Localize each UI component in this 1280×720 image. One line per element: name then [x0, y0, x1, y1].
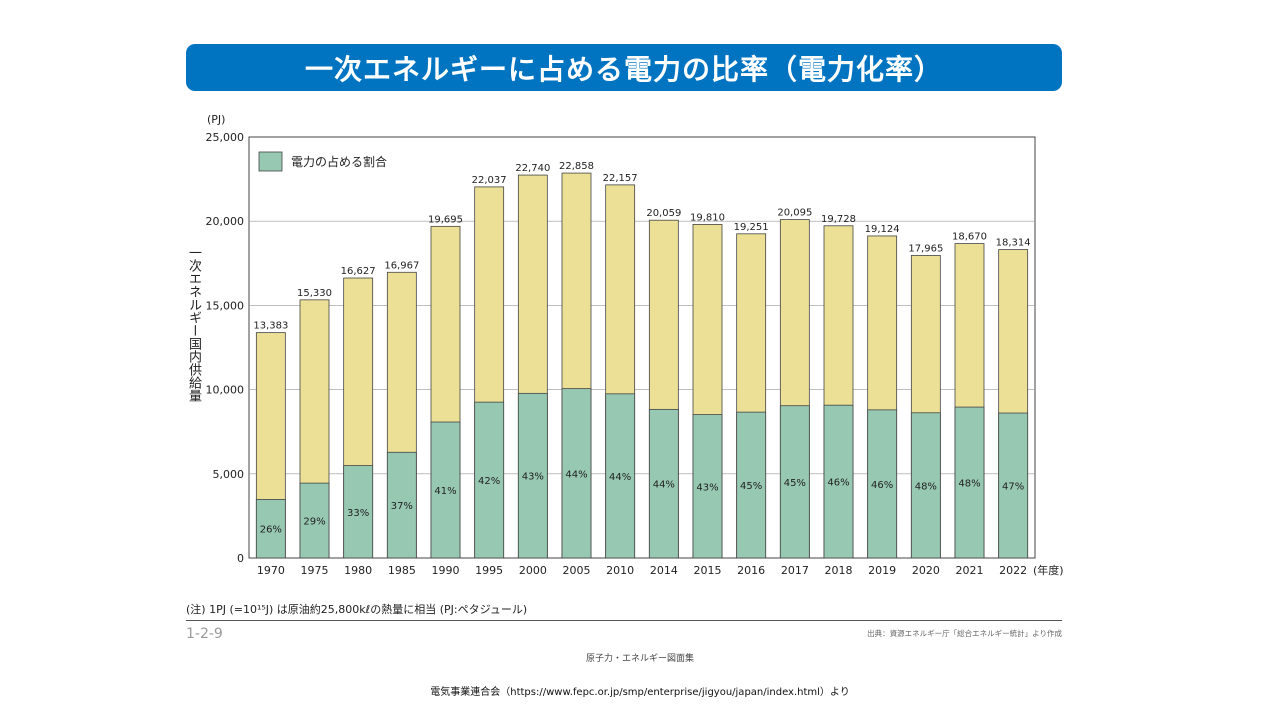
y-tick-label: 5,000: [213, 468, 245, 481]
share-percent-label: 44%: [565, 469, 587, 480]
y-tick-labels: 0 5,000 10,000 15,000 20,000 25,000: [206, 131, 245, 565]
total-value-label: 20,095: [777, 208, 812, 219]
share-percent-label: 43%: [696, 482, 718, 493]
total-value-label: 19,695: [428, 214, 463, 225]
x-tick-label: 1970: [257, 564, 285, 577]
y-tick-label: 25,000: [206, 131, 245, 144]
bar-electricity: [255, 498, 286, 559]
footnote: (注) 1PJ (=10¹⁵J) は原油約25,800kℓの熱量に相当 (PJ:…: [186, 603, 528, 616]
bar-electricity: [954, 406, 985, 559]
bar-electricity: [474, 401, 505, 559]
bar-electricity: [823, 404, 854, 559]
share-percent-label: 47%: [1002, 482, 1024, 493]
bar-electricity: [343, 465, 374, 559]
share-percent-label: 33%: [347, 508, 369, 519]
total-value-label: 17,965: [908, 243, 943, 254]
bar-electricity: [867, 409, 898, 559]
legend: 電力の占める割合: [251, 139, 421, 182]
share-percent-label: 44%: [609, 472, 631, 483]
y-axis-title: 一次エネルギー国内供給量: [186, 246, 201, 402]
x-tick-label: 2015: [694, 564, 722, 577]
share-percent-label: 43%: [522, 472, 544, 483]
share-percent-label: 42%: [478, 476, 500, 487]
divider: [186, 620, 1062, 621]
y-unit-label: (PJ): [207, 113, 226, 126]
share-percent-label: 46%: [871, 480, 893, 491]
footer-credit: 電気事業連合会（https://www.fepc.or.jp/smp/enter…: [430, 687, 850, 698]
share-percent-label: 26%: [260, 525, 282, 536]
y-tick-label: 20,000: [206, 215, 245, 228]
figure-number: 1-2-9: [186, 626, 223, 642]
x-tick-label: 2020: [912, 564, 940, 577]
x-tick-label: 2000: [519, 564, 547, 577]
plot-area: [248, 136, 1036, 559]
share-percent-label: 45%: [784, 478, 806, 489]
x-tick-label: 1990: [432, 564, 460, 577]
x-tick-label: 1975: [301, 564, 329, 577]
x-tick-label: 2010: [606, 564, 634, 577]
share-percent-label: 48%: [958, 479, 980, 490]
x-tick-label: 2014: [650, 564, 678, 577]
chart-title: 一次エネルギーに占める電力の比率（電力化率）: [304, 52, 943, 86]
total-value-label: 13,383: [253, 321, 288, 332]
total-value-label: 22,858: [559, 161, 594, 172]
total-value-label: 15,330: [297, 288, 332, 299]
share-percent-label: 46%: [827, 478, 849, 489]
x-tick-label: 1985: [388, 564, 416, 577]
share-percent-label: 44%: [653, 480, 675, 491]
total-value-label: 20,059: [646, 208, 681, 219]
x-tick-label: 1995: [475, 564, 503, 577]
y-tick-label: 15,000: [206, 299, 245, 312]
total-value-label: 19,810: [690, 212, 725, 223]
bar-electricity: [648, 408, 679, 559]
bar-electricity: [998, 412, 1029, 559]
x-tick-label: 2005: [563, 564, 591, 577]
data-labels: 13,383 26% 15,330 29% 16,627 33% 16,967 37% 19,6…: [253, 161, 1030, 536]
total-value-label: 18,670: [952, 232, 987, 243]
share-percent-label: 37%: [391, 501, 413, 512]
bar-electricity: [779, 405, 810, 559]
share-percent-label: 29%: [303, 517, 325, 528]
source-citation: 出典：資源エネルギー庁「総合エネルギー統計」より作成: [867, 629, 1062, 638]
bar-electricity: [605, 393, 636, 559]
grid-lines: [249, 220, 1035, 475]
share-percent-label: 45%: [740, 481, 762, 492]
total-value-label: 16,967: [384, 260, 419, 271]
y-tick-label: 10,000: [206, 384, 245, 397]
share-percent-label: 41%: [434, 486, 456, 497]
x-unit-label: (年度): [1033, 563, 1064, 577]
x-tick-labels: 1970 1975 1980 1985 1990 1995 2000 2005 2010 2014…: [257, 564, 1027, 577]
x-tick-label: 2017: [781, 564, 809, 577]
bar-electricity: [910, 412, 941, 559]
legend-label: 電力の占める割合: [291, 154, 387, 169]
total-value-label: 22,157: [603, 173, 638, 184]
bars: [255, 172, 1029, 559]
total-value-label: 16,627: [341, 266, 376, 277]
bar-electricity: [736, 411, 767, 559]
total-value-label: 22,740: [515, 163, 550, 174]
share-percent-label: 48%: [915, 481, 937, 492]
x-tick-label: 2021: [956, 564, 984, 577]
bar-electricity: [561, 388, 592, 559]
x-tick-label: 2019: [868, 564, 896, 577]
y-tick-label: 0: [237, 552, 244, 565]
bar-electricity: [692, 414, 723, 559]
x-tick-label: 2018: [825, 564, 853, 577]
bar-electricity: [386, 451, 417, 559]
total-value-label: 22,037: [472, 175, 507, 186]
x-tick-label: 1980: [344, 564, 372, 577]
bar-electricity: [517, 392, 548, 559]
total-value-label: 19,251: [734, 222, 769, 233]
total-value-label: 18,314: [996, 238, 1031, 249]
legend-swatch: [258, 151, 283, 172]
bar-electricity: [430, 421, 461, 559]
x-tick-label: 2016: [737, 564, 765, 577]
total-value-label: 19,728: [821, 214, 856, 225]
total-value-label: 19,124: [865, 224, 900, 235]
title-banner: 一次エネルギーに占める電力の比率（電力化率）: [186, 44, 1062, 91]
collection-title: 原子力・エネルギー図面集: [585, 654, 694, 664]
bar-electricity: [299, 482, 330, 559]
x-tick-label: 2022: [999, 564, 1027, 577]
